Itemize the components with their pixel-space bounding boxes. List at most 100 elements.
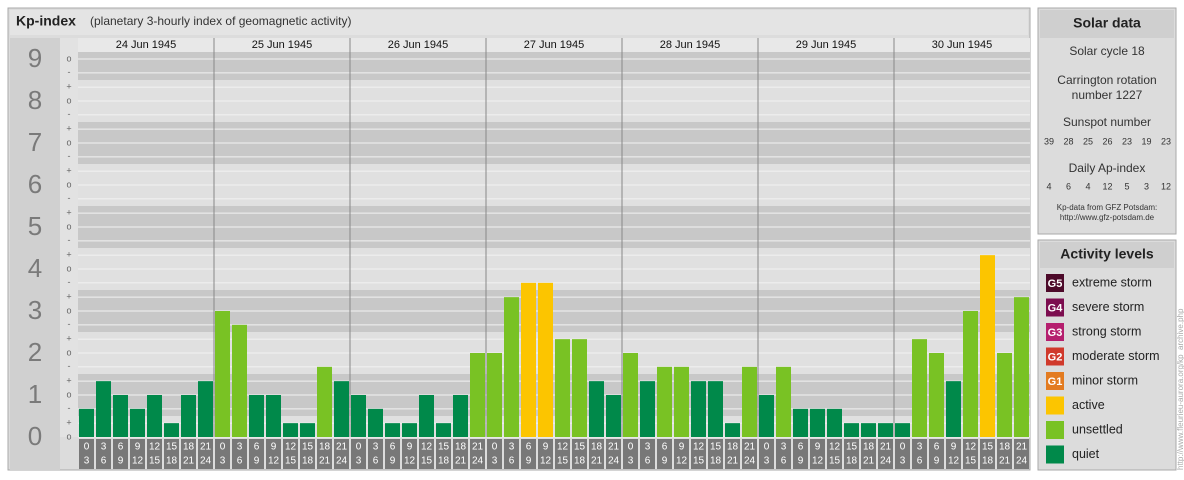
time-label: 12 [540, 456, 552, 467]
sunspot-value: 39 [1044, 136, 1054, 146]
minor-tick-label: - [68, 109, 71, 119]
time-label: 18 [727, 442, 739, 453]
bar [215, 311, 230, 437]
chart-title: Kp-index [16, 13, 76, 29]
time-label: 3 [356, 456, 362, 467]
sunspot-value: 26 [1102, 136, 1112, 146]
time-box [113, 439, 128, 469]
time-label: 6 [237, 456, 243, 467]
y-tick-label: 3 [28, 295, 42, 325]
ap-value: 6 [1066, 181, 1071, 191]
time-box [1014, 439, 1029, 469]
minor-tick-label: + [66, 166, 71, 176]
time-label: 24 [1016, 456, 1028, 467]
time-label: 3 [237, 442, 243, 453]
time-label: 12 [829, 442, 841, 453]
time-box [725, 439, 740, 469]
bar [725, 423, 740, 437]
day-label: 27 Jun 1945 [524, 39, 585, 51]
time-box [606, 439, 621, 469]
time-label: 15 [149, 456, 161, 467]
day-label: 26 Jun 1945 [388, 39, 449, 51]
bar [929, 353, 944, 437]
time-label: 18 [319, 442, 331, 453]
bar [470, 353, 485, 437]
time-box [504, 439, 519, 469]
legend-code: G3 [1048, 327, 1063, 339]
time-box [912, 439, 927, 469]
time-label: 9 [815, 442, 821, 453]
bar [844, 423, 859, 437]
bar [742, 366, 757, 437]
minor-tick-label: - [68, 361, 71, 371]
axis-column [10, 38, 60, 470]
bar [827, 408, 842, 437]
legend-label: moderate storm [1072, 349, 1160, 363]
bar [147, 395, 162, 437]
time-label: 18 [438, 456, 450, 467]
time-label: 9 [407, 442, 413, 453]
legend-swatch [1046, 445, 1064, 464]
legend-label: quiet [1072, 447, 1100, 461]
minor-axis-column [60, 38, 78, 437]
bar [181, 395, 196, 437]
time-label: 21 [200, 442, 212, 453]
time-label: 15 [829, 456, 841, 467]
time-label: 24 [200, 456, 212, 467]
time-label: 3 [373, 442, 379, 453]
legend-swatch [1046, 347, 1064, 366]
time-label: 15 [574, 442, 586, 453]
time-label: 0 [356, 442, 362, 453]
time-label: 15 [421, 456, 433, 467]
time-label: 12 [812, 456, 824, 467]
time-box [810, 439, 825, 469]
band [78, 416, 1030, 437]
time-label: 9 [951, 442, 957, 453]
day-label: 28 Jun 1945 [660, 39, 721, 51]
time-box [470, 439, 485, 469]
carrington: number 1227 [1072, 88, 1143, 102]
bar [759, 395, 774, 437]
time-box [453, 439, 468, 469]
minor-tick-label: - [68, 235, 71, 245]
y-tick-label: 4 [28, 253, 42, 283]
time-box [385, 439, 400, 469]
bar [589, 381, 604, 437]
time-label: 24 [472, 456, 484, 467]
minor-tick-label: + [66, 250, 71, 260]
minor-tick-label: - [68, 151, 71, 161]
day-label: 30 Jun 1945 [932, 39, 993, 51]
ap-value: 3 [1144, 181, 1149, 191]
minor-tick-label: - [68, 403, 71, 413]
chart-subtitle: (planetary 3-hourly index of geomagnetic… [90, 14, 351, 28]
time-box [963, 439, 978, 469]
legend-swatch [1046, 372, 1064, 390]
time-box [657, 439, 672, 469]
time-box [436, 439, 451, 469]
time-box [96, 439, 111, 469]
time-label: 12 [676, 456, 688, 467]
minor-tick-label: o [66, 179, 71, 189]
legend-code: G1 [1048, 376, 1063, 388]
time-label: 15 [557, 456, 569, 467]
bar [504, 297, 519, 437]
time-label: 9 [271, 442, 277, 453]
time-label: 12 [132, 456, 144, 467]
ap-value: 12 [1161, 181, 1171, 191]
bar [657, 366, 672, 437]
time-box [521, 439, 536, 469]
time-label: 6 [798, 442, 804, 453]
time-label: 18 [999, 442, 1011, 453]
time-box [861, 439, 876, 469]
bar [334, 381, 349, 437]
time-label: 3 [917, 442, 923, 453]
y-tick-label: 5 [28, 211, 42, 241]
time-label: 9 [526, 456, 532, 467]
time-label: 18 [302, 456, 314, 467]
legend-swatch [1046, 274, 1064, 292]
time-box [895, 439, 910, 469]
time-box [147, 439, 162, 469]
bar [164, 423, 179, 437]
bar [266, 395, 281, 437]
y-tick-label: 1 [28, 379, 42, 409]
